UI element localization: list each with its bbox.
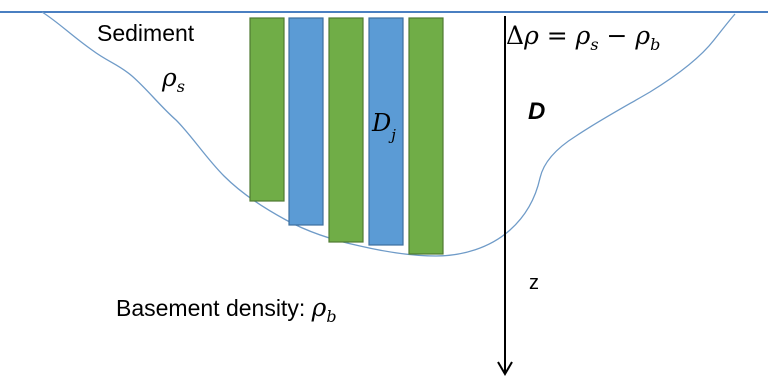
rho-glyph: ρ xyxy=(311,293,327,322)
rho-glyph: ρ xyxy=(634,21,650,50)
subscript-s: s xyxy=(177,77,185,96)
prism-column xyxy=(249,17,285,202)
prism-depth-symbol: D xyxy=(371,109,391,137)
subscript-s: s xyxy=(590,35,598,54)
subscript-b: b xyxy=(650,35,660,54)
prism-column xyxy=(328,17,364,243)
prism-column xyxy=(368,17,404,246)
prism-column xyxy=(288,17,324,226)
basement-density-label: Basement density: ρb xyxy=(116,293,337,326)
prism-column-group xyxy=(249,17,444,255)
minus-sign: − xyxy=(599,21,636,50)
rho-glyph: ρ xyxy=(575,21,591,50)
prism-depth-label: Dj xyxy=(371,109,396,144)
equals-sign: = xyxy=(539,21,576,50)
rho-glyph: ρ xyxy=(523,21,539,50)
rho-glyph: ρ xyxy=(161,63,177,92)
depth-axis-arrowhead xyxy=(497,361,513,376)
basin-boundary-curve xyxy=(41,11,736,257)
sediment-density-symbol: ρs xyxy=(161,63,185,96)
subscript-b: b xyxy=(326,307,336,326)
prism-depth-subscript: j xyxy=(388,126,396,144)
density-contrast-equation: Δρ = ρs − ρb xyxy=(506,21,660,54)
delta-glyph: Δ xyxy=(506,21,524,50)
depth-label: D xyxy=(528,98,545,125)
basement-density-prefix: Basement density: xyxy=(116,295,312,321)
sediment-label: Sediment xyxy=(97,20,195,46)
prism-column xyxy=(408,17,444,255)
z-axis-label: z xyxy=(529,272,539,294)
